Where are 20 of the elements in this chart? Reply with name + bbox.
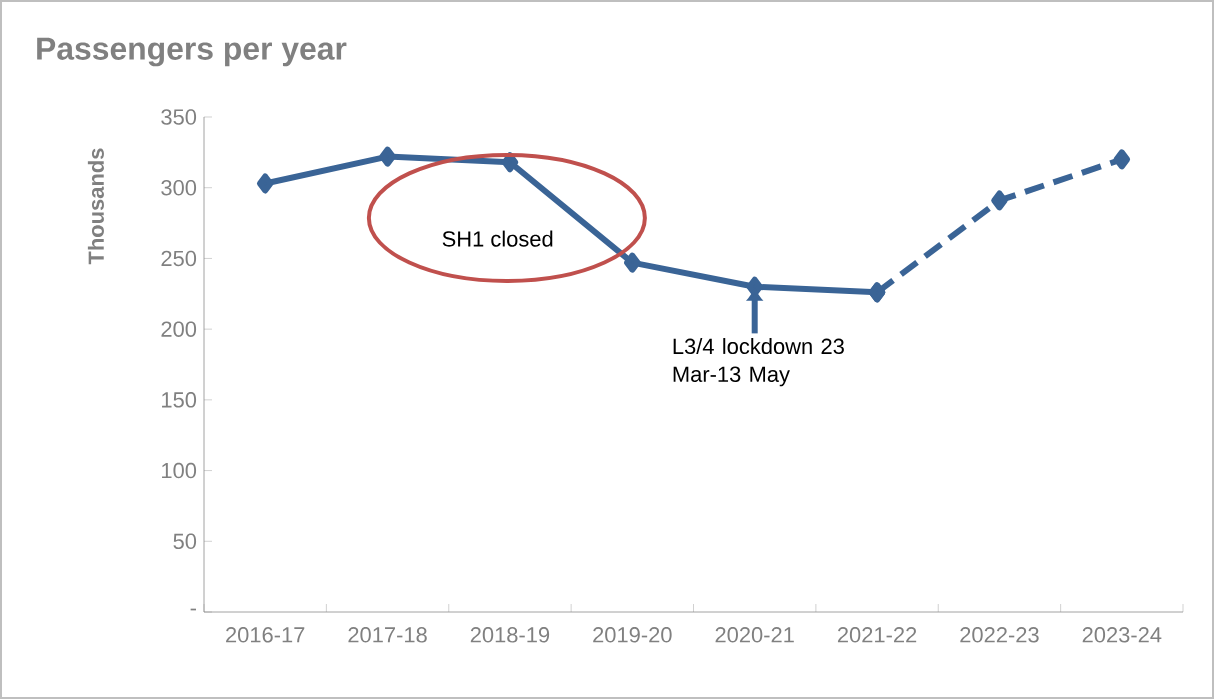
x-tick-label: 2017-18 (348, 627, 427, 643)
chart-title: Passengers per year (37, 37, 347, 67)
y-tick-label: 100 (162, 462, 197, 479)
x-tick-label: 2022-23 (960, 627, 1039, 643)
x-tick-label: 2020-21 (715, 627, 794, 643)
y-tick-label: 50 (173, 533, 197, 550)
x-tick-label: 2021-22 (837, 627, 917, 643)
x-tick-label: 2019-20 (593, 627, 672, 643)
y-tick-label: 350 (161, 109, 197, 125)
y-tick-label: 200 (161, 321, 197, 337)
annotation: SH1 closed (442, 230, 553, 247)
y-tick-label: 150 (162, 392, 197, 408)
y-tick-label: 300 (161, 179, 197, 196)
annotation: L3/4 lockdown 23 Mar-13 May (673, 338, 844, 387)
x-tick-label: 2023-24 (1082, 627, 1162, 643)
x-tick-label: 2018-19 (470, 627, 550, 643)
y-axis-title: Thousands (87, 148, 104, 265)
x-tick-label: 2016-17 (226, 627, 305, 643)
y-tick-label: 250 (161, 250, 197, 267)
y-tick-label: - (190, 608, 196, 611)
